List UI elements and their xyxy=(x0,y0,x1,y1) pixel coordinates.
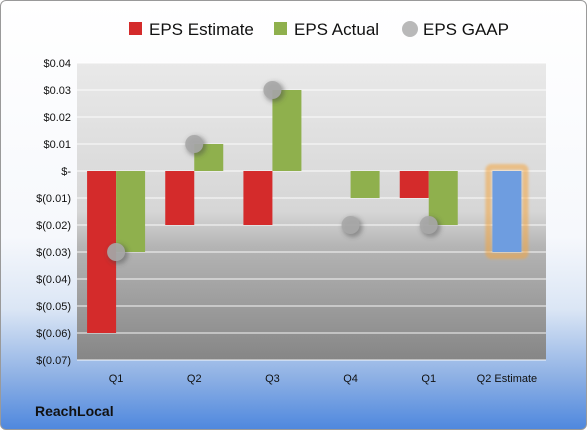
x-tick-label: Q2 xyxy=(187,373,202,385)
marker-eps-gaap xyxy=(419,216,438,234)
marker-eps-gaap xyxy=(185,135,204,153)
y-tick-label: $(0.05) xyxy=(36,301,71,313)
bar-eps-actual xyxy=(272,90,302,171)
legend-label-eps-estimate: EPS Estimate xyxy=(149,20,254,39)
y-tick-label: $(0.01) xyxy=(36,193,71,205)
legend-swatch-eps-estimate xyxy=(129,22,142,35)
marker-eps-gaap xyxy=(263,81,282,99)
y-tick-label: $0.01 xyxy=(43,139,71,151)
legend-label-eps-gaap: EPS GAAP xyxy=(423,20,509,39)
y-tick-label: $(0.06) xyxy=(36,328,71,340)
plot-area xyxy=(77,63,546,360)
x-tick-label: Q1 xyxy=(421,373,436,385)
bar-glow xyxy=(485,164,529,259)
bar-eps-estimate xyxy=(243,171,273,225)
bar-eps-actual xyxy=(428,171,458,225)
y-tick-label: $(0.03) xyxy=(36,247,71,259)
y-tick-label: $0.02 xyxy=(43,112,71,124)
x-tick-label: Q3 xyxy=(265,373,280,385)
bar-eps-actual xyxy=(350,171,380,198)
bar-eps-estimate xyxy=(165,171,195,225)
y-tick-label: $(0.07) xyxy=(36,355,71,367)
legend-swatch-eps-actual xyxy=(274,22,287,35)
bar-q2-estimate xyxy=(492,171,522,252)
y-tick-label: $0.04 xyxy=(43,58,71,70)
marker-eps-gaap xyxy=(107,243,126,261)
y-tick-label: $- xyxy=(61,166,71,178)
legend-swatch-eps-gaap xyxy=(402,21,418,37)
x-tick-label: Q4 xyxy=(343,373,358,385)
legend-label-eps-actual: EPS Actual xyxy=(294,20,379,39)
marker-eps-gaap xyxy=(341,216,360,234)
x-tick-label: Q1 xyxy=(109,373,124,385)
bar-eps-actual xyxy=(116,171,146,252)
y-tick-label: $0.03 xyxy=(43,85,71,97)
company-name: ReachLocal xyxy=(35,403,114,419)
x-tick-label: Q2 Estimate xyxy=(477,373,538,385)
y-tick-label: $(0.02) xyxy=(36,220,71,232)
y-tick-label: $(0.04) xyxy=(36,274,71,286)
bar-eps-estimate xyxy=(399,171,429,198)
